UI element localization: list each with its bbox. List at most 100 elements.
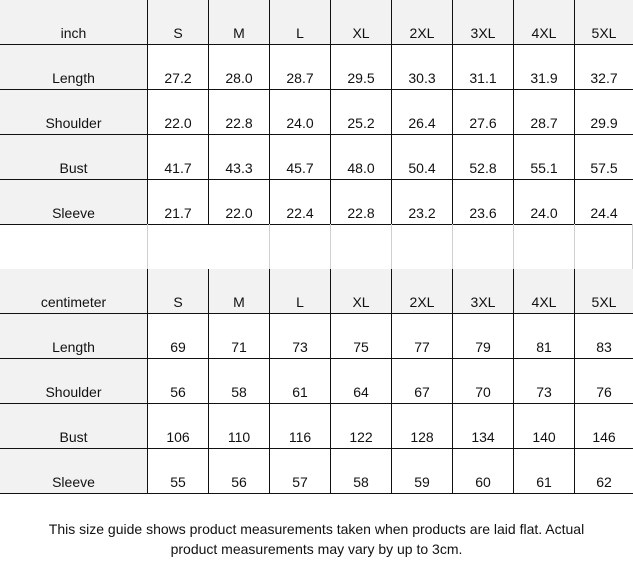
table-cell: 55.1 xyxy=(514,135,575,180)
row-label-shoulder: Shoulder xyxy=(0,90,148,135)
table-cell: 128 xyxy=(392,404,453,449)
table-cell: 58 xyxy=(209,359,270,404)
size-header-2xl: 2XL xyxy=(392,269,453,314)
table-cell: 22.8 xyxy=(209,90,270,135)
size-header-3xl: 3XL xyxy=(453,0,514,45)
size-header-4xl: 4XL xyxy=(514,0,575,45)
note-line-2: product measurements may vary by up to 3… xyxy=(170,541,463,557)
size-header-5xl: 5XL xyxy=(575,0,633,45)
table-cell: 24.0 xyxy=(270,90,331,135)
table-cell: 106 xyxy=(148,404,209,449)
spacer-cell xyxy=(331,224,392,269)
table-cell: 31.9 xyxy=(514,45,575,90)
table-cell: 22.0 xyxy=(209,180,270,225)
size-header-l: L xyxy=(270,0,331,45)
table-cell: 61 xyxy=(270,359,331,404)
size-header-3xl: 3XL xyxy=(453,269,514,314)
table-cell: 70 xyxy=(453,359,514,404)
size-header-5xl: 5XL xyxy=(575,269,633,314)
row-label-length: Length xyxy=(0,45,148,90)
table-cell: 29.5 xyxy=(331,45,392,90)
table-cell: 79 xyxy=(453,314,514,359)
table-cell: 140 xyxy=(514,404,575,449)
row-label-bust: Bust xyxy=(0,135,148,180)
table-cell: 30.3 xyxy=(392,45,453,90)
table-cell: 56 xyxy=(209,449,270,494)
table-cell: 48.0 xyxy=(331,135,392,180)
table-cell: 83 xyxy=(575,314,633,359)
spacer-cell xyxy=(392,224,453,269)
table-cell: 61 xyxy=(514,449,575,494)
spacer-cell xyxy=(270,224,331,269)
table-cell: 76 xyxy=(575,359,633,404)
table-cell: 110 xyxy=(209,404,270,449)
table-cell: 23.2 xyxy=(392,180,453,225)
size-header-s: S xyxy=(148,0,209,45)
table-cell: 81 xyxy=(514,314,575,359)
table-cell: 73 xyxy=(514,359,575,404)
table-cell: 32.7 xyxy=(575,45,633,90)
table-cell: 31.1 xyxy=(453,45,514,90)
table-cell: 62 xyxy=(575,449,633,494)
note-line-1: This size guide shows product measuremen… xyxy=(48,521,585,537)
table-cell: 27.2 xyxy=(148,45,209,90)
table-cell: 69 xyxy=(148,314,209,359)
table-cell: 41.7 xyxy=(148,135,209,180)
spacer-cell xyxy=(0,224,148,269)
size-header-xl: XL xyxy=(331,0,392,45)
unit-header: inch xyxy=(0,0,148,45)
row-label-shoulder: Shoulder xyxy=(0,359,148,404)
table-cell: 24.0 xyxy=(514,180,575,225)
table-cell: 29.9 xyxy=(575,90,633,135)
spacer-cell xyxy=(575,224,633,269)
size-header-s: S xyxy=(148,269,209,314)
table-cell: 50.4 xyxy=(392,135,453,180)
size-header-2xl: 2XL xyxy=(392,0,453,45)
table-cell: 67 xyxy=(392,359,453,404)
table-cell: 22.0 xyxy=(148,90,209,135)
table-cell: 122 xyxy=(331,404,392,449)
table-cell: 28.0 xyxy=(209,45,270,90)
spacer-cell xyxy=(209,224,270,269)
size-header-xl: XL xyxy=(331,269,392,314)
size-header-m: M xyxy=(209,0,270,45)
table-cell: 21.7 xyxy=(148,180,209,225)
table-cell: 56 xyxy=(148,359,209,404)
table-cell: 59 xyxy=(392,449,453,494)
table-cell: 75 xyxy=(331,314,392,359)
table-cell: 22.8 xyxy=(331,180,392,225)
row-label-sleeve: Sleeve xyxy=(0,180,148,225)
table-cell: 71 xyxy=(209,314,270,359)
table-cell: 73 xyxy=(270,314,331,359)
table-cell: 134 xyxy=(453,404,514,449)
table-cell: 43.3 xyxy=(209,135,270,180)
spacer-cell xyxy=(514,224,575,269)
table-cell: 22.4 xyxy=(270,180,331,225)
table-cell: 116 xyxy=(270,404,331,449)
row-label-sleeve: Sleeve xyxy=(0,449,148,494)
measurement-note: This size guide shows product measuremen… xyxy=(0,519,633,559)
table-cell: 55 xyxy=(148,449,209,494)
table-cell: 24.4 xyxy=(575,180,633,225)
table-cell: 57.5 xyxy=(575,135,633,180)
table-cell: 28.7 xyxy=(514,90,575,135)
size-header-l: L xyxy=(270,269,331,314)
table-cell: 146 xyxy=(575,404,633,449)
row-label-length: Length xyxy=(0,314,148,359)
table-cell: 26.4 xyxy=(392,90,453,135)
spacer-cell xyxy=(453,224,514,269)
table-cell: 27.6 xyxy=(453,90,514,135)
table-cell: 23.6 xyxy=(453,180,514,225)
table-cell: 25.2 xyxy=(331,90,392,135)
table-cell: 28.7 xyxy=(270,45,331,90)
size-header-m: M xyxy=(209,269,270,314)
table-cell: 77 xyxy=(392,314,453,359)
table-cell: 45.7 xyxy=(270,135,331,180)
row-label-bust: Bust xyxy=(0,404,148,449)
table-cell: 57 xyxy=(270,449,331,494)
table-cell: 58 xyxy=(331,449,392,494)
unit-header: centimeter xyxy=(0,269,148,314)
table-cell: 60 xyxy=(453,449,514,494)
table-cell: 64 xyxy=(331,359,392,404)
table-cell: 52.8 xyxy=(453,135,514,180)
